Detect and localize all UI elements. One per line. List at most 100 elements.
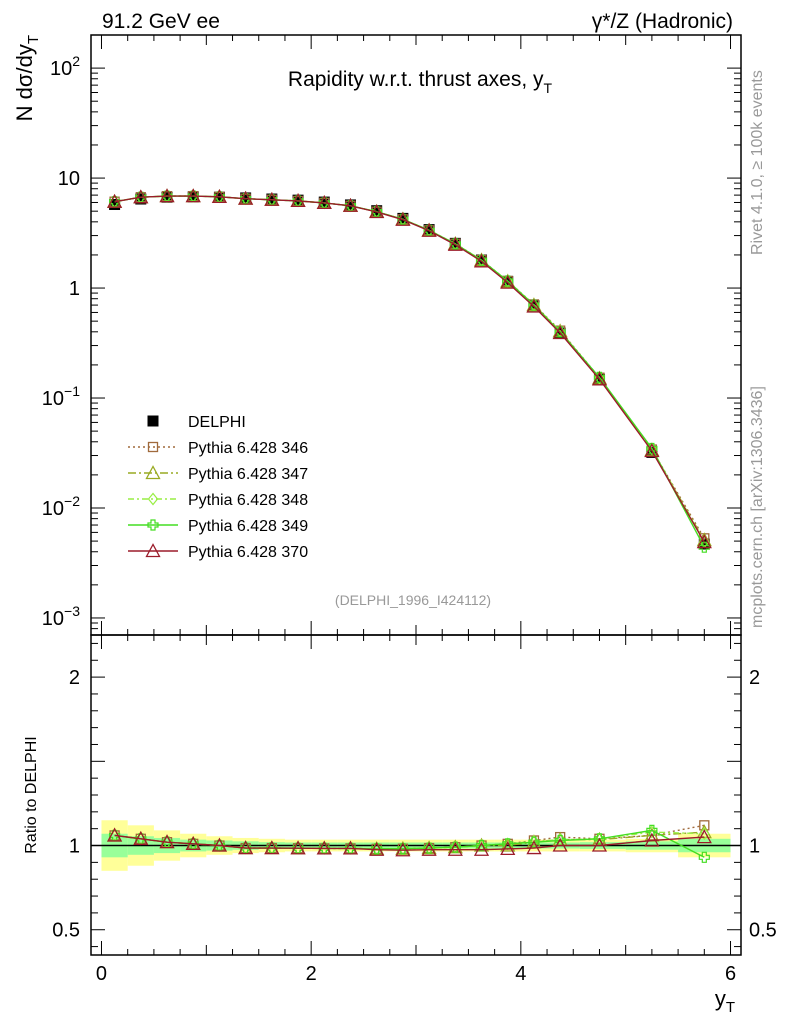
legend-marker — [147, 441, 159, 453]
main-series-point — [161, 191, 173, 203]
ratio-series-point — [449, 841, 461, 853]
ratio-series-point — [369, 841, 385, 856]
ratio-series-point — [552, 837, 568, 852]
ratio-series-point — [238, 840, 254, 855]
x-tick-label: 2 — [306, 963, 317, 985]
legend-label: Pythia 6.428 349 — [188, 518, 308, 535]
main-series-point — [266, 193, 278, 205]
x-axis-title: yT — [715, 986, 735, 1016]
ratio-series-point — [395, 842, 411, 857]
ratio-series-point — [591, 837, 608, 852]
process-label: γ*/Z (Hadronic) — [592, 10, 733, 33]
y-tick-label: 102 — [50, 53, 80, 80]
main-series-line-5 — [114, 195, 705, 543]
ratio-series-point — [526, 840, 542, 855]
main-series-point — [133, 189, 149, 204]
ratio-y-tick-label-right: 2 — [749, 667, 760, 689]
analysis-id-label: (DELPHI_1996_I424112) — [335, 592, 491, 608]
main-series-point — [106, 193, 123, 208]
ratio-series-point — [500, 841, 516, 856]
main-series-point — [552, 325, 568, 340]
ratio-frame — [90, 634, 742, 956]
ratio-series-point — [342, 840, 359, 855]
legend-label: Pythia 6.428 346 — [188, 440, 308, 457]
legend-marker — [145, 543, 161, 558]
main-series-line-3 — [114, 195, 705, 543]
main-series-point — [397, 212, 409, 224]
main-series-point — [240, 192, 252, 204]
ratio-series-point — [185, 835, 201, 850]
ratio-series-point — [475, 839, 488, 852]
y-tick-label: 10−3 — [42, 603, 80, 630]
ratio-series-point — [264, 840, 280, 855]
y-axis-title: N dσ/dyT — [12, 35, 42, 121]
main-series-point — [342, 197, 359, 212]
main-series-point — [318, 196, 330, 208]
x-tick-label: 0 — [96, 963, 107, 985]
main-series-point — [187, 191, 199, 203]
ratio-y-tick-label: 0.5 — [52, 920, 80, 942]
mcplots-label: mcplots.cern.ch [arXiv:1306.3436] — [749, 386, 766, 628]
rivet-version-label: Rivet 4.1.0, ≥ 100k events — [749, 70, 766, 255]
ratio-series-point — [528, 836, 540, 848]
main-series-point — [696, 534, 712, 549]
main-series-point — [646, 446, 658, 458]
x-tick-label: 6 — [725, 963, 736, 985]
main-series-point — [159, 188, 175, 203]
y-tick-label: 10−1 — [42, 383, 80, 410]
ratio-series-point — [646, 824, 658, 836]
ratio-y-tick-label-right: 0.5 — [749, 920, 777, 942]
main-series-point — [292, 194, 304, 206]
main-series-point — [109, 199, 121, 211]
main-series-point — [211, 188, 228, 203]
main-series-point — [395, 211, 411, 226]
main-series-line-2 — [114, 195, 705, 541]
ratio-series-point — [159, 834, 175, 849]
main-series-point — [290, 193, 306, 208]
ratio-series-point — [316, 840, 332, 855]
ratio-series-point — [133, 830, 149, 845]
ratio-series-point — [698, 851, 710, 863]
legend-label: Pythia 6.428 370 — [188, 544, 308, 561]
ratio-series-point — [644, 832, 660, 847]
ratio-y-tick-label: 2 — [69, 667, 80, 689]
main-series-line-1 — [114, 195, 705, 539]
main-series-point — [371, 205, 383, 217]
ratio-series-line-4 — [114, 834, 705, 851]
legend-label: DELPHI — [188, 414, 246, 431]
ratio-y-tick-label: 1 — [69, 836, 80, 858]
plot-title: Rapidity w.r.t. thrust axes, yT — [288, 68, 553, 96]
ratio-series-point — [447, 841, 463, 856]
y-tick-label: 10 — [58, 168, 80, 190]
ratio-series-point — [290, 840, 306, 855]
legend-label: Pythia 6.428 347 — [188, 466, 308, 483]
energy-label: 91.2 GeV ee — [102, 10, 220, 33]
main-series-point — [135, 193, 147, 205]
legend-label: Pythia 6.428 348 — [188, 492, 308, 509]
main-series-point — [238, 190, 254, 205]
legend-marker — [147, 415, 159, 427]
main-series-point — [526, 298, 542, 313]
main-series-point — [644, 443, 660, 458]
main-series-point — [698, 538, 710, 550]
main-series-point — [447, 236, 463, 251]
legend-marker — [145, 465, 161, 480]
y-tick-label: 1 — [69, 278, 80, 300]
main-series-point — [500, 274, 516, 289]
legend-marker — [147, 519, 159, 531]
main-series-point — [264, 191, 280, 206]
main-series-point — [316, 195, 332, 210]
legend-marker — [147, 492, 159, 506]
ratio-series-point — [696, 829, 712, 844]
ratio-series-point — [699, 827, 710, 841]
main-series-point — [185, 188, 201, 203]
main-series-point — [344, 199, 356, 211]
main-series-point — [473, 253, 490, 268]
y-tick-label: 10−2 — [42, 493, 80, 520]
main-series-point — [369, 204, 385, 219]
ratio-y-tick-label-right: 1 — [749, 836, 760, 858]
x-tick-label: 4 — [515, 963, 526, 985]
ratio-axis-title: Ratio to DELPHI — [23, 736, 40, 853]
ratio-series-point — [106, 827, 123, 842]
main-series-point — [591, 371, 608, 386]
